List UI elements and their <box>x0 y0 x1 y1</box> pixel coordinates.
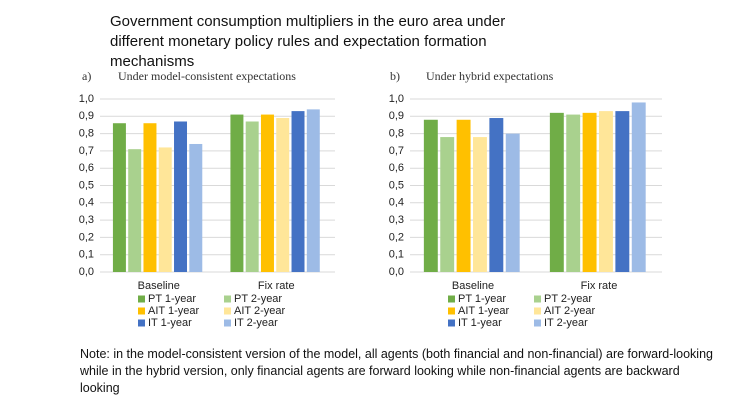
bar <box>230 114 244 272</box>
legend-swatch <box>138 295 145 303</box>
bar <box>143 123 157 272</box>
legend-label: IT 2-year <box>234 317 278 329</box>
y-tick-label: 0,8 <box>79 128 94 140</box>
bar <box>245 121 259 273</box>
x-tick-label: Baseline <box>452 280 494 292</box>
y-tick-label: 0,4 <box>79 197 94 209</box>
y-tick-label: 0,7 <box>389 145 404 157</box>
legend-label: IT 1-year <box>458 317 502 329</box>
legend-swatch <box>224 319 231 327</box>
x-tick-label: Baseline <box>138 280 180 292</box>
legend-label: AIT 1-year <box>148 305 199 317</box>
legend-swatch <box>224 295 231 303</box>
legend-swatch <box>534 307 541 315</box>
bar <box>158 147 172 272</box>
bar <box>174 121 188 273</box>
x-tick-label: Fix rate <box>581 280 618 292</box>
bar <box>260 114 274 272</box>
bar <box>566 114 581 272</box>
y-tick-label: 0,5 <box>79 179 94 191</box>
y-tick-label: 0,2 <box>389 231 404 243</box>
bar <box>306 109 320 272</box>
y-tick-label: 0,9 <box>79 110 94 122</box>
y-tick-label: 0,1 <box>79 249 94 261</box>
y-tick-label: 0,4 <box>389 197 404 209</box>
legend-label: AIT 1-year <box>458 305 509 317</box>
y-tick-label: 1,0 <box>79 93 94 105</box>
y-tick-label: 0,3 <box>79 214 94 226</box>
y-tick-label: 0,9 <box>389 110 404 122</box>
bar <box>549 112 564 272</box>
bar <box>291 111 305 272</box>
bar <box>456 119 471 272</box>
legend-label: IT 1-year <box>148 317 192 329</box>
bar <box>189 143 203 272</box>
bar <box>440 137 455 272</box>
chart-subtitle: Under model-consistent expectations <box>118 69 296 83</box>
page-title: Government consumption multipliers in th… <box>110 13 506 70</box>
bar <box>489 118 504 272</box>
legend-swatch <box>138 319 145 327</box>
bar <box>112 123 126 272</box>
note: Note: in the model-consistent version of… <box>80 347 713 395</box>
legend-swatch <box>534 319 541 327</box>
legend-label: PT 2-year <box>234 293 282 305</box>
y-tick-label: 0,6 <box>389 162 404 174</box>
legend-label: AIT 2-year <box>234 305 285 317</box>
bar <box>423 119 438 272</box>
bar <box>615 111 630 272</box>
legend-label: PT 1-year <box>458 293 506 305</box>
bar <box>631 102 646 273</box>
legend-swatch <box>448 295 455 303</box>
legend-swatch <box>448 307 455 315</box>
x-tick-label: Fix rate <box>258 280 295 292</box>
y-tick-label: 0,0 <box>389 266 404 278</box>
y-tick-label: 1,0 <box>389 93 404 105</box>
y-tick-label: 0,3 <box>389 214 404 226</box>
legend-label: PT 2-year <box>544 293 592 305</box>
bar <box>599 111 613 272</box>
bar <box>473 137 487 272</box>
y-tick-label: 0,7 <box>79 145 94 157</box>
y-tick-label: 0,0 <box>79 266 94 278</box>
legend-swatch <box>138 307 145 315</box>
legend-label: IT 2-year <box>544 317 588 329</box>
y-tick-label: 0,6 <box>79 162 94 174</box>
y-tick-label: 0,8 <box>389 128 404 140</box>
y-tick-label: 0,2 <box>79 231 94 243</box>
chart-subtitle: Under hybrid expectations <box>426 69 554 83</box>
bar <box>128 149 142 272</box>
legend-swatch <box>448 319 455 327</box>
y-tick-label: 0,5 <box>389 179 404 191</box>
y-tick-label: 0,1 <box>389 249 404 261</box>
charts: a) Under model-consistent expectations 0,0… <box>79 69 662 329</box>
legend-swatch <box>534 295 541 303</box>
legend-label: PT 1-year <box>148 293 196 305</box>
bar <box>582 112 597 272</box>
legend-label: AIT 2-year <box>544 305 595 317</box>
bar <box>276 118 290 272</box>
bar <box>505 133 520 272</box>
legend-swatch <box>224 307 231 315</box>
panel-label: a) <box>82 69 91 83</box>
panel-label: b) <box>390 69 400 83</box>
